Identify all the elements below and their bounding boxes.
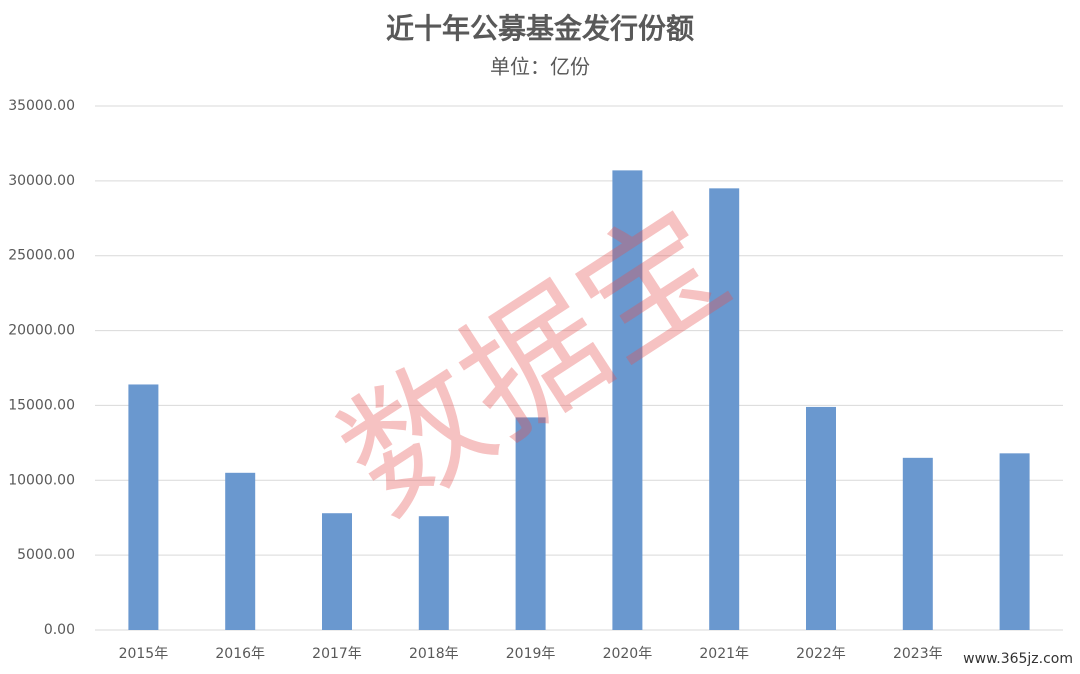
x-tick-label: 2016年: [215, 646, 265, 662]
bar: [128, 384, 159, 630]
bar: [515, 417, 546, 630]
x-tick-label: 2019年: [506, 646, 556, 662]
y-tick-label: 0.00: [44, 622, 75, 638]
bar: [999, 453, 1030, 630]
source-mark-bg: [950, 644, 1080, 674]
y-tick-label: 25000.00: [8, 248, 75, 264]
y-tick-label: 5000.00: [17, 547, 75, 563]
chart-subtitle: 单位：亿份: [490, 55, 590, 79]
x-tick-label: 2023年: [893, 646, 943, 662]
source-mark: www.365jz.com: [963, 651, 1073, 667]
y-tick-label: 30000.00: [8, 173, 75, 189]
y-tick-label: 10000.00: [8, 472, 75, 488]
y-tick-label: 15000.00: [8, 397, 75, 413]
bar: [322, 513, 352, 630]
bar: [418, 516, 449, 630]
x-tick-label: 2021年: [699, 646, 749, 662]
x-tick-label: 2020年: [603, 646, 653, 662]
chart-title: 近十年公募基金发行份额: [386, 12, 694, 45]
bar: [612, 170, 643, 630]
x-tick-label: 2018年: [409, 646, 459, 662]
bar: [709, 188, 740, 631]
x-tick-label: 2015年: [119, 646, 169, 662]
y-tick-label: 20000.00: [8, 323, 75, 339]
x-tick-label: 2022年: [796, 646, 846, 662]
x-tick-label: 2017年: [312, 646, 362, 662]
y-tick-label: 35000.00: [8, 98, 75, 114]
bar: [806, 406, 836, 630]
bar: [902, 457, 933, 630]
bar: [225, 472, 256, 630]
